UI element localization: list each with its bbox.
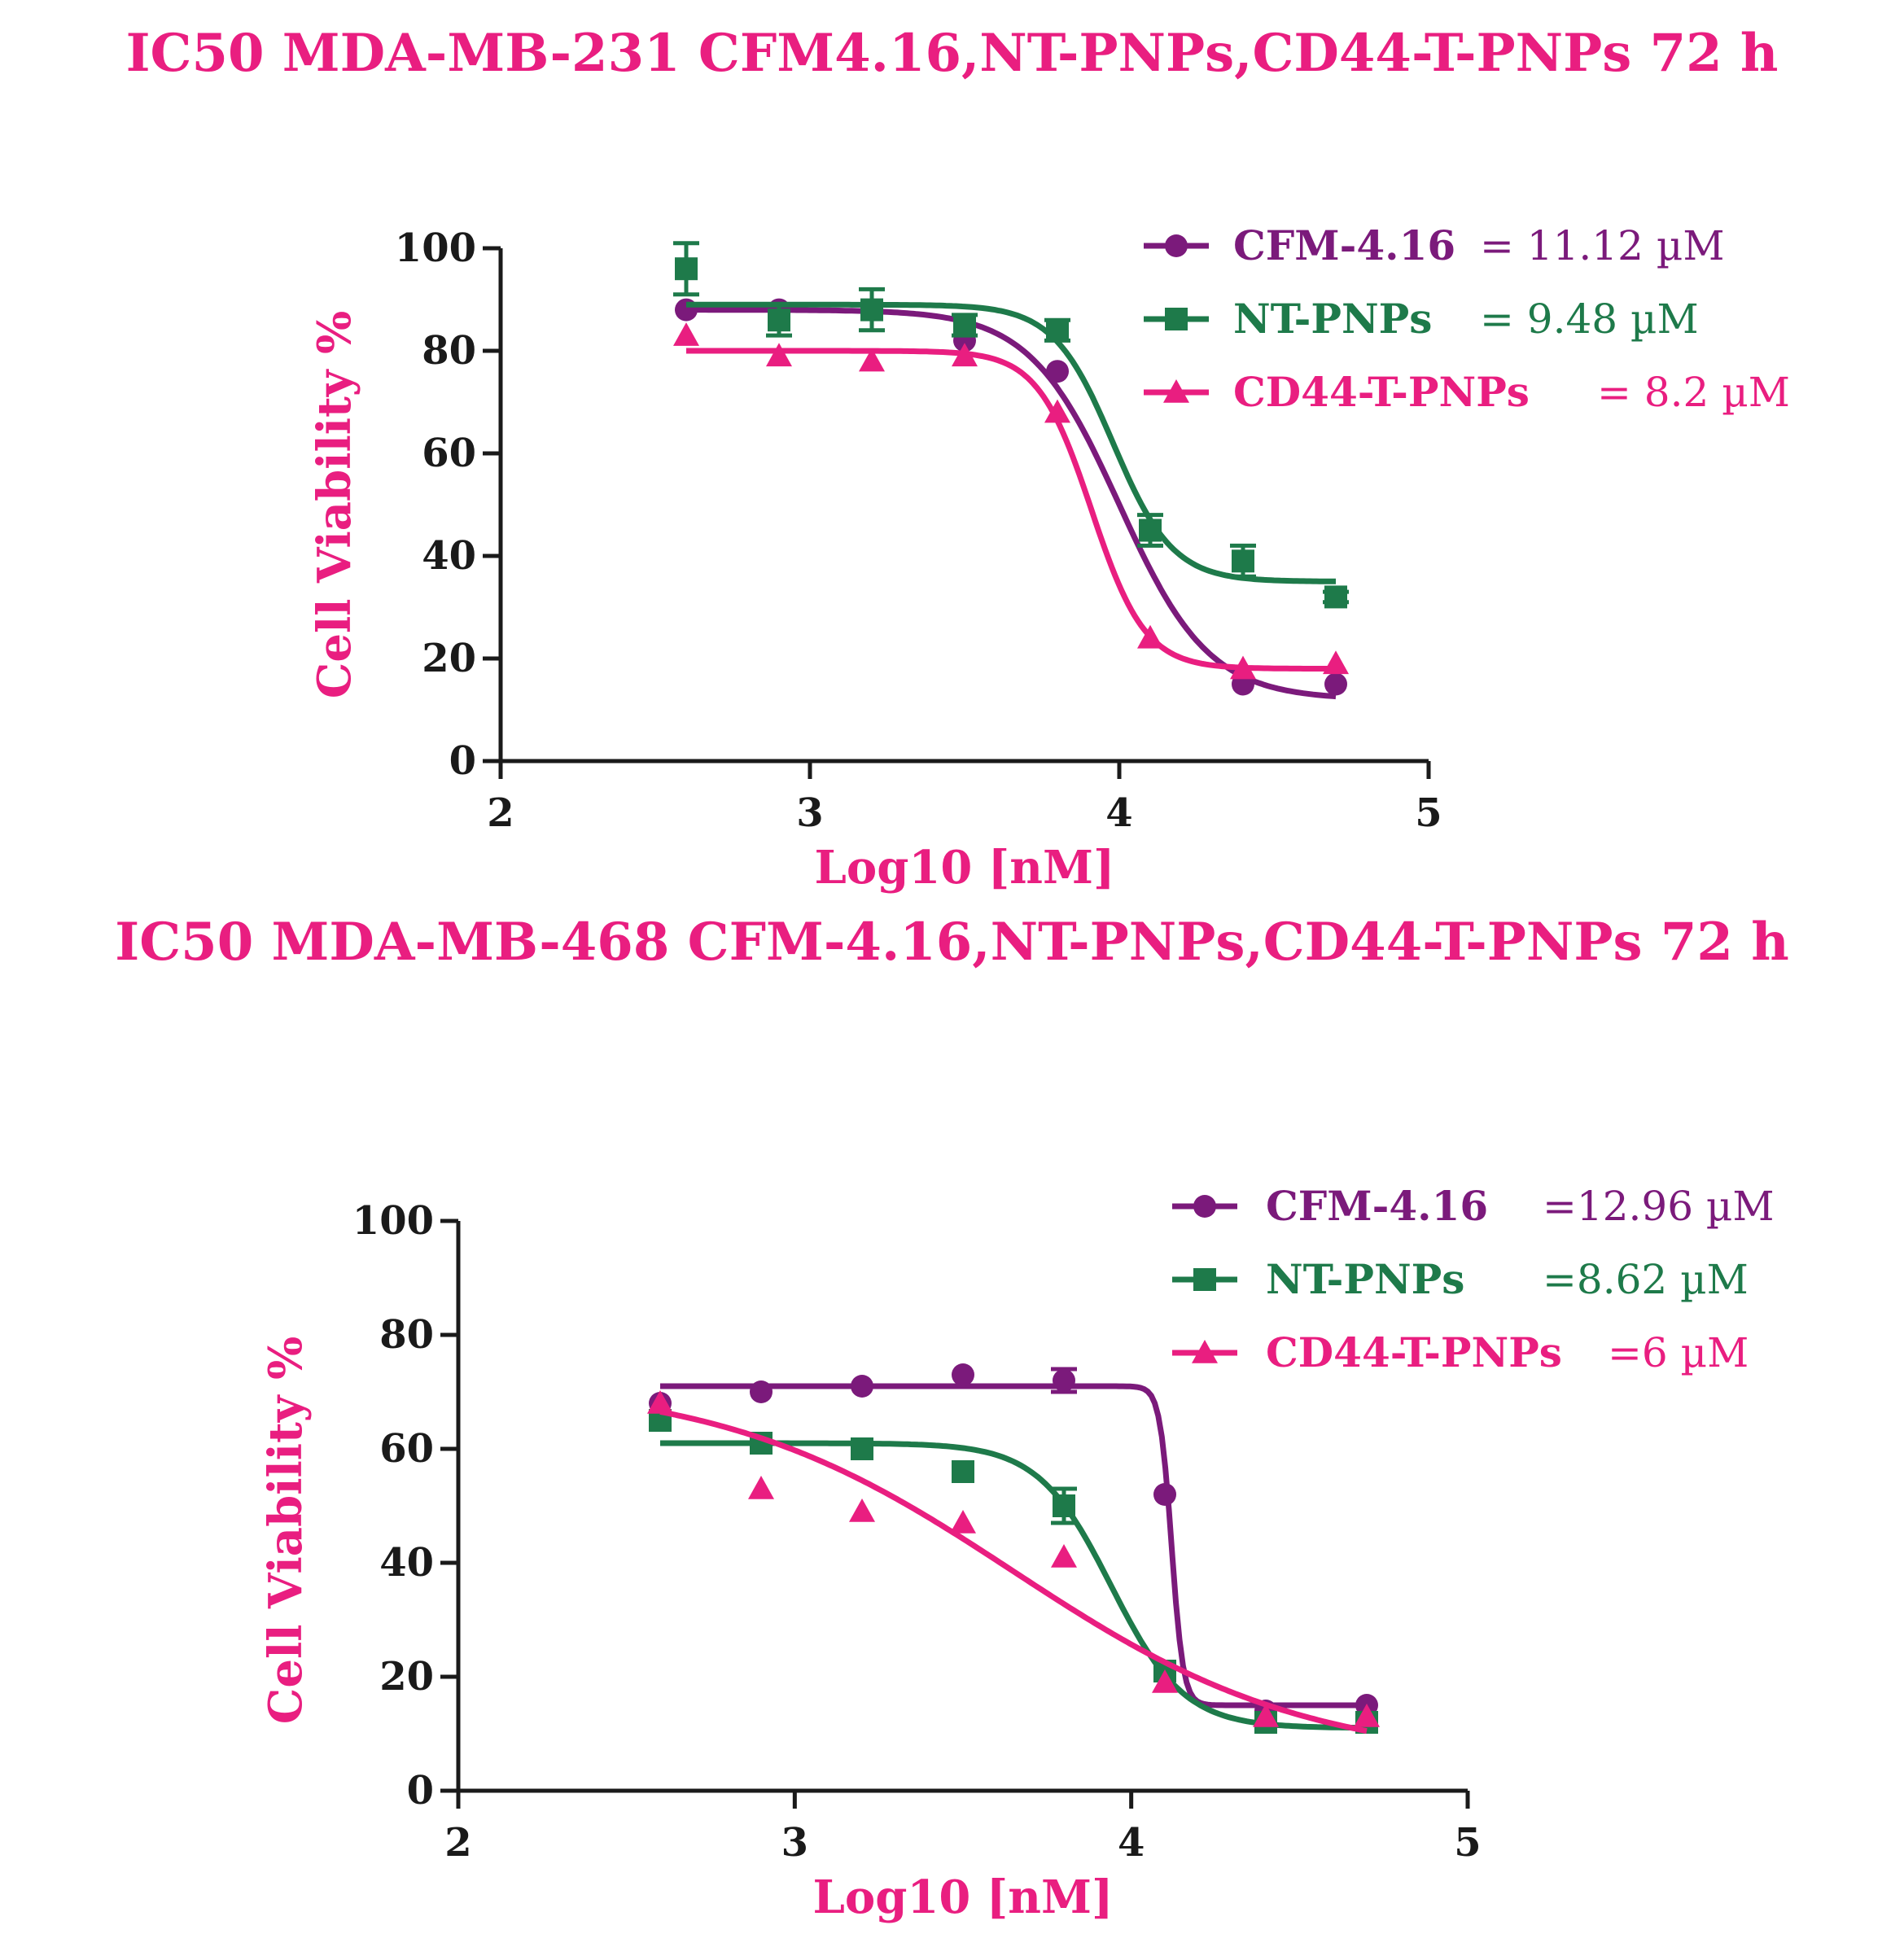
- y-tick-label: 0: [449, 738, 476, 784]
- x-tick-label: 4: [1118, 1820, 1145, 1866]
- data-point: [1230, 655, 1256, 680]
- y-tick-label: 20: [422, 636, 476, 681]
- y-tick-label: 40: [379, 1540, 434, 1586]
- data-point: [1152, 1669, 1178, 1693]
- data-point: [1046, 318, 1069, 342]
- series-cd44-t-pnps: [647, 1390, 1380, 1735]
- x-tick-label: 5: [1415, 790, 1442, 836]
- fit-curve: [686, 301, 1336, 584]
- data-point: [953, 313, 976, 337]
- legend-ic50-value: = 8.2 µM: [1597, 369, 1790, 416]
- data-point: [1153, 1483, 1176, 1506]
- legend-entry: CFM-4.16 = 11.12 µM: [1144, 221, 1725, 269]
- legend-name: CD44-T-PNPs: [1266, 1328, 1562, 1376]
- data-point: [851, 1437, 873, 1460]
- data-point: [766, 343, 792, 367]
- series-nt-pnps: [673, 241, 1349, 609]
- data-point: [952, 1363, 974, 1386]
- data-point: [952, 1460, 974, 1483]
- data-point: [1253, 1704, 1279, 1727]
- legend-marker: [1193, 1195, 1216, 1218]
- data-point: [748, 1476, 774, 1499]
- x-tick-label: 5: [1454, 1820, 1481, 1866]
- y-tick-label: 0: [407, 1768, 434, 1814]
- legend-name: CFM-4.16: [1233, 221, 1455, 269]
- series-cfm-4-16: [649, 1363, 1378, 1722]
- legend-ic50-value: =12.96 µM: [1543, 1183, 1775, 1230]
- legend-entry: CFM-4.16 =12.96 µM: [1172, 1182, 1775, 1230]
- data-point: [768, 308, 790, 332]
- y-tick-label: 80: [379, 1312, 434, 1358]
- chart-2: 0 20 40 60 80 100 2 3 4 5 Log10 [nM] Cell Viability…: [259, 1182, 1775, 1924]
- fit-curve: [659, 1408, 1368, 1735]
- legend-marker: [1192, 1340, 1218, 1363]
- data-point: [1324, 585, 1347, 609]
- y-tick-label: 100: [395, 225, 476, 271]
- data-point: [1053, 1494, 1075, 1517]
- data-point: [675, 257, 698, 281]
- fit-curve: [686, 348, 1336, 672]
- data-point: [1324, 672, 1347, 696]
- data-point: [860, 298, 883, 322]
- legend-marker: [1165, 234, 1188, 257]
- x-tick-label: 2: [487, 790, 514, 836]
- data-point: [851, 1375, 873, 1398]
- x-axis-label: Log10 [nM]: [812, 1870, 1113, 1924]
- axes: 0 20 40 60 80 100 2 3 4 5: [395, 225, 1442, 836]
- y-axis-label: Cell Viability %: [308, 311, 361, 698]
- chart-1: 0 20 40 60 80 100 2 3 4 5 Log10 [nM] Cell Viability…: [308, 221, 1790, 895]
- y-tick-label: 60: [422, 431, 476, 476]
- legend-marker: [1165, 308, 1188, 330]
- legend-name: NT-PNPs: [1233, 295, 1432, 343]
- legend-entry: CD44-T-PNPs =6 µM: [1172, 1328, 1749, 1376]
- data-point: [647, 1390, 673, 1414]
- legend-marker: [1193, 1268, 1216, 1291]
- legend-entry: NT-PNPs =8.62 µM: [1172, 1255, 1749, 1303]
- data-point: [1354, 1704, 1380, 1727]
- fit-curve: [660, 1383, 1367, 1709]
- legend-marker: [1163, 379, 1189, 403]
- x-axis-label: Log10 [nM]: [814, 841, 1114, 895]
- data-point: [1044, 399, 1070, 423]
- legend-name: CFM-4.16: [1266, 1182, 1488, 1230]
- data-point: [1051, 1544, 1077, 1568]
- data-point: [1046, 360, 1069, 383]
- legend-entry: NT-PNPs = 9.48 µM: [1144, 295, 1699, 343]
- y-tick-label: 40: [422, 533, 476, 579]
- data-point: [673, 322, 699, 346]
- series-cd44-t-pnps: [673, 322, 1349, 680]
- chart-1-title: IC50 MDA-MB-231 CFM4.16,NT-PNPs,CD44-T-P…: [125, 23, 1779, 84]
- x-tick-label: 3: [796, 790, 823, 836]
- data-point: [1053, 1369, 1075, 1392]
- legend-entry: CD44-T-PNPs = 8.2 µM: [1144, 368, 1790, 416]
- data-point: [1137, 624, 1163, 649]
- data-point: [849, 1499, 875, 1522]
- legend-ic50-value: = 11.12 µM: [1480, 222, 1725, 269]
- chart-2-title: IC50 MDA-MB-468 CFM-4.16,NT-PNPs,CD44-T-…: [115, 912, 1789, 973]
- x-tick-label: 2: [444, 1820, 471, 1866]
- axes: 0 20 40 60 80 100 2 3 4 5: [352, 1198, 1482, 1866]
- y-tick-label: 100: [352, 1198, 434, 1244]
- data-point: [1232, 549, 1254, 573]
- data-point: [950, 1510, 976, 1534]
- data-point: [750, 1380, 773, 1403]
- legend-ic50-value: =6 µM: [1608, 1329, 1749, 1376]
- legend-ic50-value: =8.62 µM: [1543, 1256, 1749, 1303]
- x-tick-label: 3: [781, 1820, 808, 1866]
- data-point: [952, 343, 978, 367]
- legend-name: NT-PNPs: [1266, 1255, 1464, 1303]
- legend-ic50-value: = 9.48 µM: [1480, 295, 1699, 343]
- y-tick-label: 80: [422, 328, 476, 374]
- data-point: [1323, 650, 1349, 675]
- y-axis-label: Cell Viability %: [259, 1337, 313, 1724]
- y-tick-label: 60: [379, 1426, 434, 1472]
- legend-name: CD44-T-PNPs: [1233, 368, 1530, 416]
- y-tick-label: 20: [379, 1654, 434, 1700]
- x-tick-label: 4: [1105, 790, 1132, 836]
- data-point: [1139, 518, 1162, 542]
- data-point: [859, 348, 885, 372]
